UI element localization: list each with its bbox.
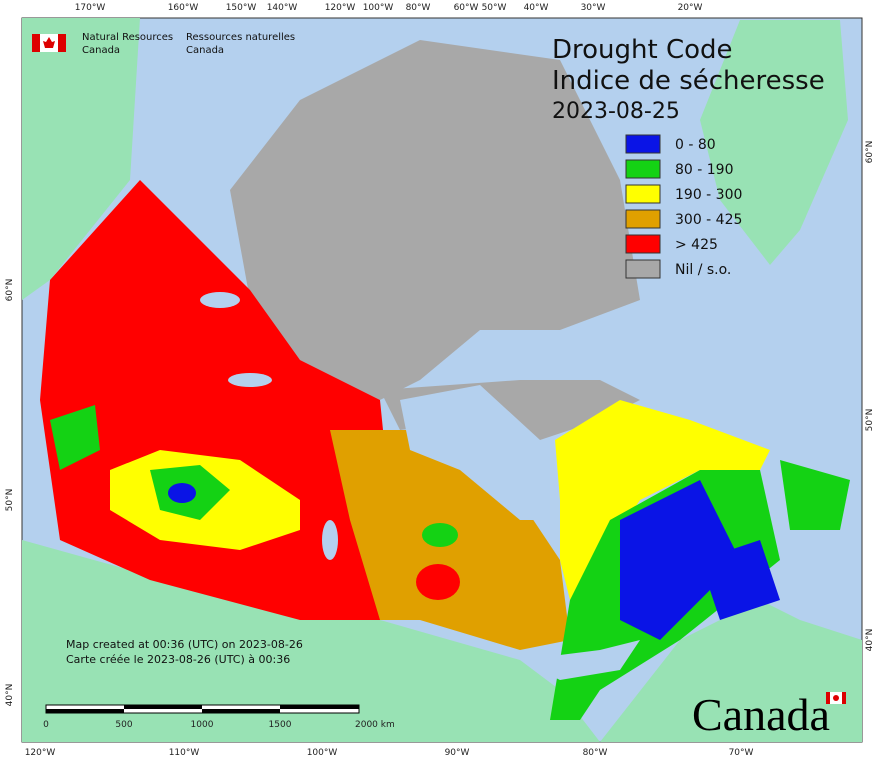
lon-label: 80°W: [583, 748, 608, 758]
lon-label: 30°W: [581, 3, 606, 13]
org-fr: Ressources naturelles: [186, 32, 295, 43]
lat-label: 50°N: [5, 489, 15, 512]
scale-label: 0: [43, 720, 49, 730]
lon-label: 60°W: [454, 3, 479, 13]
org-en: Natural Resources: [82, 32, 173, 43]
lon-label: 160°W: [168, 3, 199, 13]
legend-swatch: [625, 134, 661, 154]
foreign-land: [22, 18, 862, 742]
title-fr: Indice de sécheresse: [552, 66, 825, 96]
legend-swatch: [625, 209, 661, 229]
lon-label: 50°W: [482, 3, 507, 13]
lat-label: 50°N: [865, 409, 875, 432]
graticule-labels: 170°W 160°W 150°W 140°W 120°W 100°W 80°W…: [5, 3, 875, 758]
lon-label: 100°W: [307, 748, 338, 758]
wordmark: Canada: [692, 689, 846, 740]
legend-label: 80 - 190: [675, 162, 734, 178]
scale-label: 1000: [191, 720, 214, 730]
org-en: Canada: [82, 45, 120, 56]
lon-label: 80°W: [406, 3, 431, 13]
water: [200, 292, 640, 680]
title-en: Drought Code: [552, 35, 733, 65]
regions: [40, 40, 850, 720]
lat-label: 60°N: [865, 141, 875, 164]
lon-label: 170°W: [75, 3, 106, 13]
scale-label: 1500: [269, 720, 292, 730]
legend-label: 190 - 300: [675, 187, 742, 203]
note-en: Map created at 00:36 (UTC) on 2023-08-26: [66, 638, 303, 651]
legend-label: 0 - 80: [675, 137, 716, 153]
lon-label: 20°W: [678, 3, 703, 13]
lon-label: 140°W: [267, 3, 298, 13]
scale-label: 500: [115, 720, 132, 730]
lat-label: 40°N: [865, 629, 875, 652]
lon-label: 110°W: [169, 748, 200, 758]
date: 2023-08-25: [552, 99, 680, 124]
lon-label: 120°W: [25, 748, 56, 758]
legend-label: Nil / s.o.: [675, 262, 731, 278]
lon-label: 120°W: [325, 3, 356, 13]
wordmark-text: Canada: [692, 689, 830, 740]
org-fr: Canada: [186, 45, 224, 56]
legend-swatch: [625, 234, 661, 254]
legend-label: 300 - 425: [675, 212, 742, 228]
lon-label: 100°W: [363, 3, 394, 13]
legend-swatch: [625, 159, 661, 179]
legend-swatch: [625, 184, 661, 204]
legend-label: > 425: [675, 237, 718, 253]
lat-label: 60°N: [5, 279, 15, 302]
lon-label: 150°W: [226, 3, 257, 13]
scale-label: 2000 km: [355, 720, 395, 730]
lon-label: 70°W: [729, 748, 754, 758]
note-fr: Carte créée le 2023-08-26 (UTC) à 00:36: [66, 653, 290, 666]
lat-label: 40°N: [5, 684, 15, 707]
nrcan-logo: Natural Resources Canada Ressources natu…: [32, 32, 295, 56]
lon-label: 40°W: [524, 3, 549, 13]
lon-label: 90°W: [445, 748, 470, 758]
scale-bar: 0 500 1000 1500 2000 km: [43, 704, 395, 730]
legend: 0 - 80 80 - 190 190 - 300 300 - 425 > 425 Nil…: [625, 134, 742, 279]
legend-swatch: [625, 259, 661, 279]
